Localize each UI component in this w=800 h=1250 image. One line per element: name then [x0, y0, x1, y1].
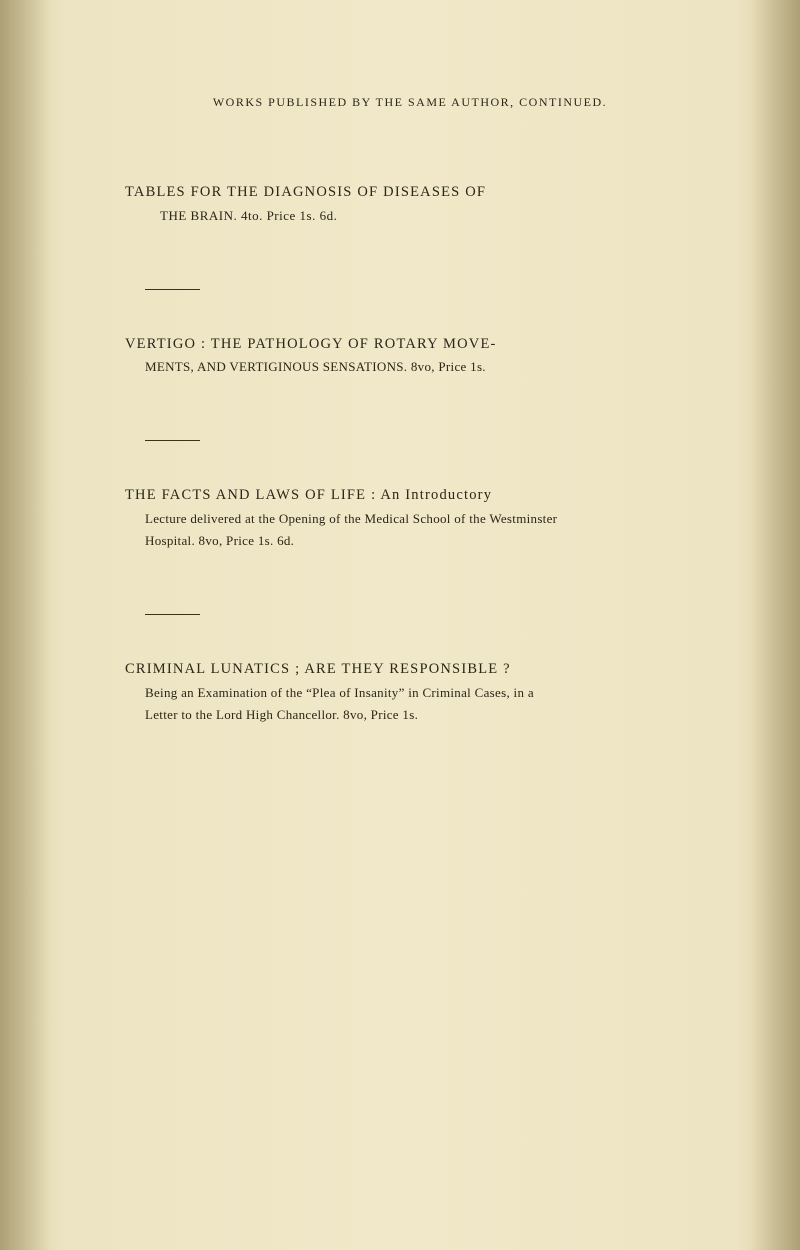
- book-entry: TABLES FOR THE DIAGNOSIS OF DISEASES OF …: [125, 180, 695, 227]
- entry-title: VERTIGO : THE PATHOLOGY OF ROTARY MOVE-: [125, 332, 695, 357]
- entry-body-line: Hospital. 8vo, Price 1s. 6d.: [125, 530, 695, 552]
- page-vignette-left: [0, 0, 50, 1250]
- entry-body-line: Letter to the Lord High Chancellor. 8vo,…: [125, 704, 695, 726]
- entry-body-line: Lecture delivered at the Opening of the …: [125, 508, 695, 530]
- entry-subtitle: MENTS, AND VERTIGINOUS SENSATIONS. 8vo, …: [125, 356, 695, 378]
- page-header: WORKS PUBLISHED BY THE SAME AUTHOR, CONT…: [125, 95, 695, 110]
- page-vignette-right: [750, 0, 800, 1250]
- section-divider: [145, 614, 200, 615]
- section-divider: [145, 289, 200, 290]
- entry-subtitle: THE BRAIN. 4to. Price 1s. 6d.: [125, 205, 695, 227]
- book-entry: CRIMINAL LUNATICS ; ARE THEY RESPONSIBLE…: [125, 657, 695, 726]
- book-entry: THE FACTS AND LAWS OF LIFE : An Introduc…: [125, 483, 695, 552]
- entry-title: TABLES FOR THE DIAGNOSIS OF DISEASES OF: [125, 180, 695, 205]
- section-divider: [145, 440, 200, 441]
- entry-title: CRIMINAL LUNATICS ; ARE THEY RESPONSIBLE…: [125, 657, 695, 682]
- entry-title: THE FACTS AND LAWS OF LIFE : An Introduc…: [125, 483, 695, 508]
- book-entry: VERTIGO : THE PATHOLOGY OF ROTARY MOVE- …: [125, 332, 695, 379]
- page-content: WORKS PUBLISHED BY THE SAME AUTHOR, CONT…: [0, 0, 800, 848]
- entry-body-line: Being an Examination of the “Plea of Ins…: [125, 682, 695, 704]
